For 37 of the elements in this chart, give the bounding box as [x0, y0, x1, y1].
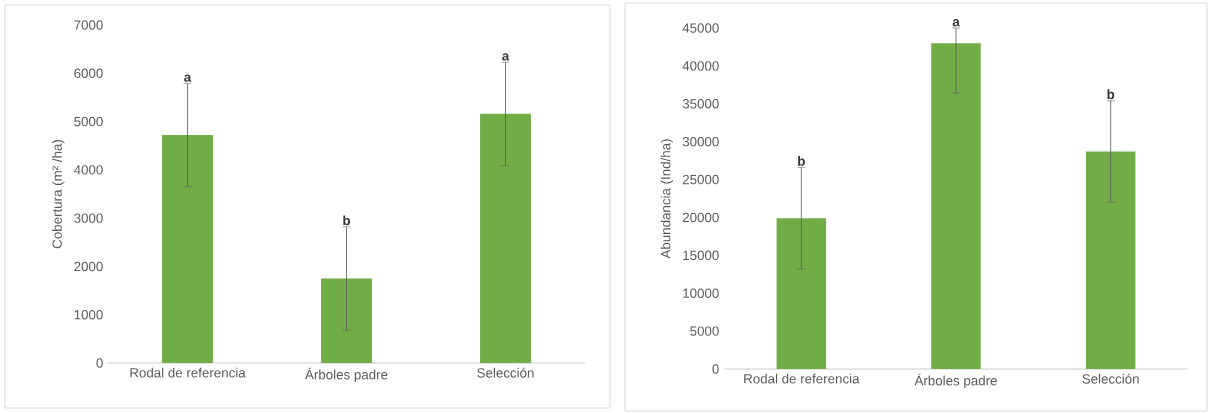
y-tick-label: 40000 — [682, 61, 719, 71]
bar — [776, 218, 827, 369]
annotation: b — [798, 156, 805, 166]
y-tick-label: 45000 — [682, 23, 719, 33]
y-tick-label: 6000 — [74, 68, 103, 78]
y-tick-label: 10000 — [683, 288, 719, 298]
x-tick-label: Árboles padre — [305, 367, 388, 383]
bar — [162, 135, 213, 363]
x-tick-label: Árboles padre — [914, 373, 997, 389]
annotation: a — [502, 53, 510, 61]
y-tick-label: 0 — [96, 358, 103, 368]
bar — [480, 113, 531, 363]
y-tick-label: 2000 — [74, 261, 103, 272]
bar — [931, 43, 981, 369]
annotation: a — [952, 19, 960, 27]
y-tick-label: 7000 — [74, 20, 103, 30]
y-tick-label: 5000 — [74, 116, 103, 127]
y-axis-title: Abundancia (Ind/ha) — [660, 139, 674, 259]
y-tick-label: 5000 — [690, 326, 719, 336]
annotation: b — [343, 215, 351, 226]
y-tick-label: 3000 — [74, 213, 103, 223]
y-axis-title: Cobertura (m² /ha) — [52, 140, 65, 249]
y-tick-label: 4000 — [73, 165, 103, 175]
x-tick-label: Selección — [1082, 373, 1139, 384]
y-tick-label: 25000 — [682, 174, 719, 185]
annotation: b — [1107, 89, 1115, 100]
y-tick-label: 0 — [712, 364, 719, 374]
bar — [1085, 151, 1136, 369]
y-tick-label: 1000 — [74, 309, 103, 320]
y-tick-label: 20000 — [682, 212, 719, 223]
y-tick-label: 30000 — [682, 136, 719, 147]
y-tick-label: 35000 — [682, 99, 719, 109]
x-tick-label: Rodal de referencia — [744, 373, 860, 384]
annotation: a — [184, 74, 192, 82]
x-tick-label: Selección — [477, 367, 534, 378]
x-tick-label: Rodal de referencia — [130, 367, 246, 378]
y-tick-label: 15000 — [683, 250, 719, 261]
